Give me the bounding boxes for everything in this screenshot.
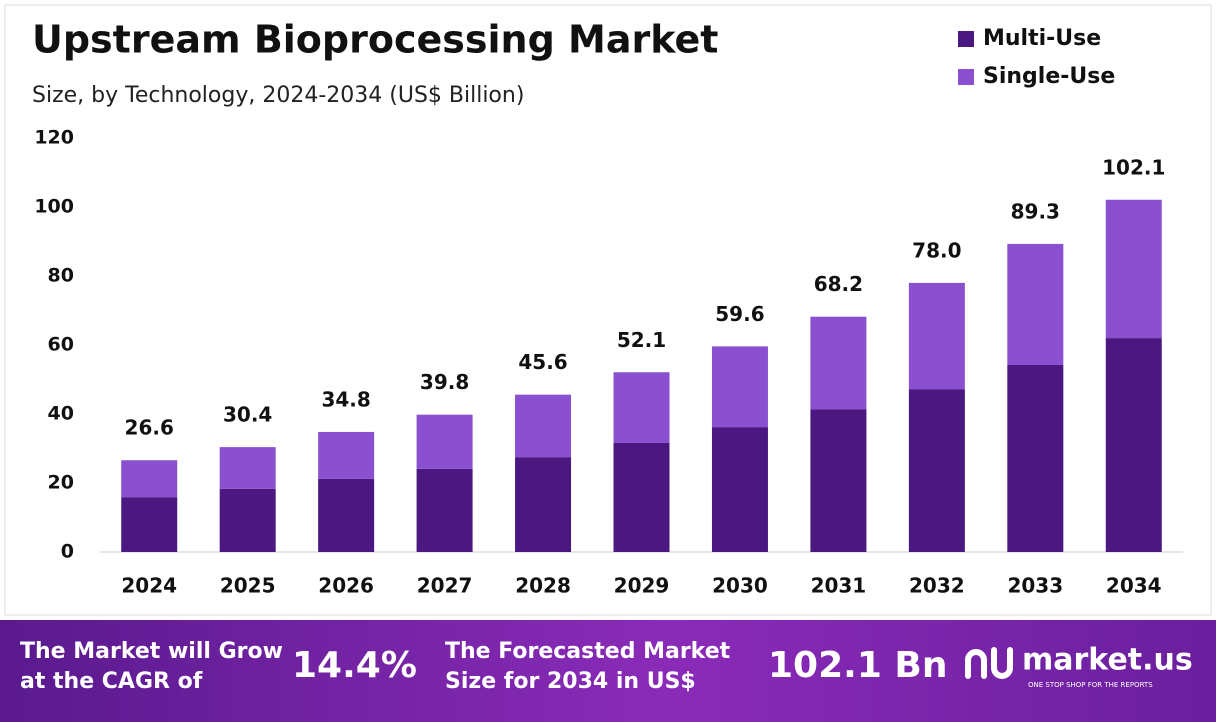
- bar-segment: [1007, 243, 1064, 366]
- bar-segment: [1007, 365, 1064, 552]
- total-label: 45.6: [518, 350, 567, 374]
- bar-segment: [613, 372, 670, 443]
- total-label: 89.3: [1011, 199, 1060, 223]
- total-label: 78.0: [912, 238, 961, 262]
- bar-segment: [908, 389, 965, 552]
- total-label: 52.1: [617, 328, 666, 352]
- bar-segment: [515, 394, 572, 458]
- legend-swatch: [958, 69, 974, 85]
- x-tick-label: 2024: [121, 574, 177, 598]
- x-tick-label: 2030: [712, 574, 768, 598]
- y-tick-label: 60: [48, 334, 74, 356]
- bar-segment: [810, 409, 867, 552]
- cagr-value: 14.4%: [292, 645, 417, 686]
- total-label: 34.8: [321, 387, 370, 411]
- bar-segment: [121, 460, 178, 498]
- footer: The Market will Grow at the CAGR of 14.4…: [0, 620, 1216, 722]
- bar-segment: [515, 457, 572, 552]
- chart-subtitle: Size, by Technology, 2024-2034 (US$ Bill…: [32, 83, 524, 108]
- brand: market.us: [1022, 643, 1193, 678]
- bar-segment: [810, 316, 867, 410]
- frame: [4, 4, 1212, 616]
- brand-logo: [965, 647, 1013, 679]
- y-tick-label: 120: [34, 127, 74, 149]
- x-tick-label: 2032: [909, 574, 965, 598]
- bar-segment: [121, 497, 178, 552]
- bar-segment: [219, 488, 276, 552]
- forecast-text: Size for 2034 in US$: [445, 669, 696, 694]
- bar-segment: [613, 442, 670, 552]
- bar-segment: [318, 478, 375, 552]
- x-tick-label: 2031: [811, 574, 867, 598]
- total-label: 102.1: [1102, 155, 1165, 179]
- total-label: 39.8: [420, 370, 469, 394]
- x-tick-label: 2033: [1007, 574, 1063, 598]
- x-tick-label: 2034: [1106, 574, 1162, 598]
- y-tick-label: 40: [48, 403, 74, 425]
- y-tick-label: 80: [48, 265, 74, 287]
- forecast-value: 102.1 Bn: [768, 645, 947, 686]
- brand-tagline: ONE STOP SHOP FOR THE REPORTS: [1028, 681, 1153, 689]
- legend-swatch: [958, 31, 974, 47]
- forecast-text: The Forecasted Market: [445, 639, 731, 664]
- x-tick-label: 2029: [614, 574, 670, 598]
- y-tick-label: 100: [34, 196, 74, 218]
- bar-segment: [908, 282, 965, 390]
- total-label: 59.6: [715, 302, 764, 326]
- total-label: 26.6: [125, 416, 174, 440]
- bar-segment: [711, 427, 768, 552]
- x-tick-label: 2028: [515, 574, 571, 598]
- total-label: 30.4: [223, 403, 272, 427]
- x-tick-label: 2027: [417, 574, 473, 598]
- bar-segment: [219, 447, 276, 489]
- bar-segment: [1105, 338, 1162, 552]
- legend-label: Multi-Use: [983, 26, 1101, 51]
- bar-segment: [416, 414, 473, 469]
- chart-title: Upstream Bioprocessing Market: [32, 18, 718, 62]
- footer-band: [0, 620, 1216, 722]
- y-tick-label: 0: [61, 541, 74, 563]
- y-tick-label: 20: [48, 472, 74, 494]
- bar-segment: [318, 431, 375, 479]
- cagr-text: at the CAGR of: [20, 669, 203, 694]
- cagr-text: The Market will Grow: [20, 639, 283, 664]
- x-tick-label: 2026: [318, 574, 374, 598]
- legend-label: Single-Use: [983, 64, 1115, 89]
- bar-segment: [416, 468, 473, 552]
- bar-segment: [1105, 199, 1162, 339]
- total-label: 68.2: [814, 272, 863, 296]
- bar-segment: [711, 346, 768, 428]
- x-tick-label: 2025: [220, 574, 276, 598]
